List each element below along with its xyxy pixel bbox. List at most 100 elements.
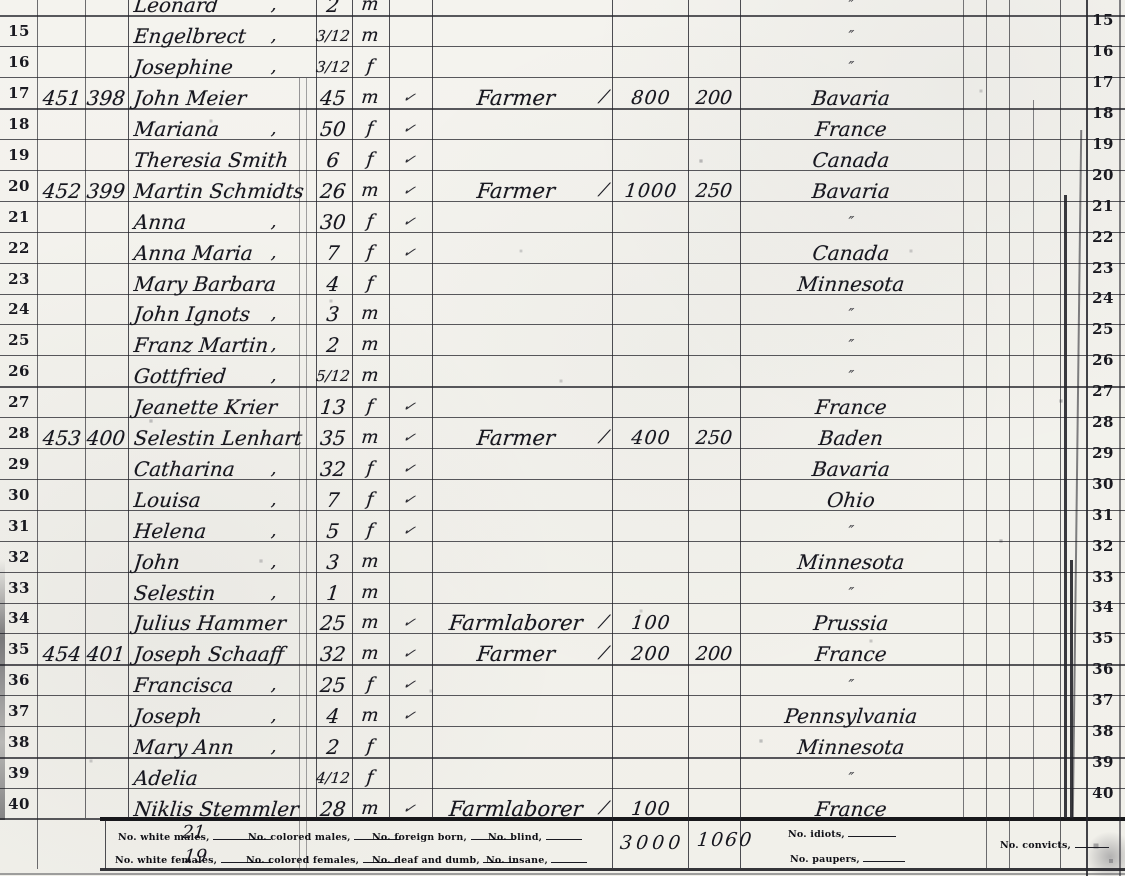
row-number-left: 40 — [8, 794, 30, 813]
ledger-row: 18 18 Mariana, 50 f ✓ France — [0, 104, 1125, 146]
ledger-row: 27 27 Jeanette Krier 13 f ✓ France — [0, 382, 1125, 424]
sex: f — [365, 396, 375, 418]
person-name: Louisa — [132, 487, 203, 512]
real-estate-value: 800 — [630, 87, 672, 110]
family-number: 400 — [85, 426, 127, 450]
dwelling-number: 451 — [41, 86, 83, 111]
white-females-blank — [220, 854, 273, 863]
occupation: Farmlaborer — [448, 611, 584, 636]
ledger-row: 20 20 452 399 Martin Schmidts 26 m ✓ Farmer ⁄ 1000… — [0, 166, 1125, 208]
person-name: John — [132, 549, 182, 574]
row-rule — [0, 664, 1125, 666]
ledger-row: 16 16 Josephine, 3/12 f ″ — [0, 42, 1125, 84]
blind-field: No. blind, — [488, 831, 582, 843]
sex: m — [360, 797, 380, 819]
insane-label: No. insane, — [486, 855, 548, 866]
ledger-row: 24 24 John Ignots, 3 m ″ — [0, 289, 1125, 331]
birthplace: Baden — [817, 426, 885, 450]
name-ditto-mark: , — [270, 303, 279, 325]
name-ditto-mark: , — [270, 736, 279, 757]
column-rule — [1009, 0, 1010, 868]
person-name: Franz Martin — [132, 333, 270, 358]
paupers-field: No. paupers, — [790, 853, 906, 865]
column-rule — [128, 0, 130, 818]
occupation: Farmlaborer — [448, 796, 584, 821]
person-name: Adelia — [132, 765, 200, 790]
white-males-blank — [213, 831, 272, 840]
deaf-dumb-blank — [483, 854, 518, 863]
row-number-right: 31 — [1092, 505, 1114, 524]
column-rule — [306, 78, 307, 869]
column-rule — [1033, 100, 1034, 818]
row-number-left: 39 — [8, 763, 30, 782]
name-ditto-mark: , — [270, 519, 279, 541]
person-name: Anna — [132, 209, 188, 234]
convicts-blank — [1074, 839, 1109, 848]
person-name: Joseph Schaaff — [132, 642, 286, 667]
column-rule — [37, 0, 38, 869]
deaf-dumb-field: No. deaf and dumb, — [372, 854, 518, 866]
age: 3 — [325, 302, 341, 327]
row-rule — [0, 15, 1125, 17]
row-number-left: 22 — [8, 238, 30, 257]
person-name: Niklis Stemmler — [132, 796, 300, 821]
name-ditto-mark: , — [270, 241, 279, 263]
row-rule — [0, 509, 1125, 511]
person-name: Julius Hammer — [132, 611, 288, 636]
colored-females-blank — [362, 854, 397, 863]
birthplace: ″ — [847, 58, 855, 77]
age: 2 — [325, 333, 341, 358]
name-ditto-mark: , — [270, 210, 279, 232]
name-ditto-mark: , — [270, 118, 279, 139]
column-rule — [1070, 560, 1073, 818]
name-ditto-mark: , — [270, 56, 279, 78]
foreign-born-label: No. foreign born, — [372, 832, 468, 843]
birthplace: ″ — [847, 212, 855, 231]
sex: f — [365, 241, 375, 263]
white-females-value: 19 — [182, 846, 209, 867]
insane-blank — [551, 854, 588, 863]
row-number-right: 36 — [1092, 660, 1114, 679]
person-name: Joseph — [132, 704, 204, 729]
row-rule — [0, 540, 1125, 542]
convicts-label: No. convicts, — [1000, 840, 1072, 851]
age: 7 — [325, 487, 341, 512]
person-name: Helena — [132, 518, 208, 543]
sex: f — [365, 674, 375, 696]
ledger-row: 40 40 Niklis Stemmler 28 m ✓ Farmlaborer ⁄ 100 Fr… — [0, 784, 1125, 826]
row-number-left: 38 — [8, 733, 30, 751]
ledger-row: 39 39 Adelia 4/12 f ″ — [0, 753, 1125, 795]
birthplace: Prussia — [812, 611, 890, 636]
row-number-right: 29 — [1092, 443, 1114, 462]
row-number-right: 30 — [1092, 474, 1114, 493]
ledger-row: 19 19 Theresia Smith 6 f ✓ Canada — [0, 135, 1125, 177]
family-number: 401 — [85, 642, 127, 667]
idiots-blank — [848, 828, 897, 837]
row-number-left: 35 — [8, 640, 30, 659]
paupers-label: No. paupers, — [790, 854, 860, 865]
ledger-row: 33 33 Selestin, 1 m ″ — [0, 568, 1125, 610]
birthplace: ″ — [847, 583, 855, 602]
birthplace: ″ — [847, 367, 855, 386]
row-rule — [0, 231, 1125, 233]
row-number-left: 34 — [8, 609, 30, 628]
row-number-left: 18 — [8, 115, 30, 133]
sex: m — [360, 643, 380, 665]
dwelling-number: 454 — [41, 642, 83, 667]
row-rule — [0, 200, 1125, 203]
sex: m — [360, 612, 380, 634]
row-number-left: 27 — [8, 393, 30, 412]
idiots-field: No. idiots, — [788, 828, 897, 840]
row-number-right: 26 — [1092, 351, 1114, 370]
row-rule — [0, 108, 1125, 110]
row-rule — [0, 602, 1125, 604]
column-rule — [688, 0, 690, 868]
birthplace: Pennsylvania — [783, 704, 919, 729]
ledger-row: 34 34 Julius Hammer 25 m ✓ Farmlaborer ⁄ 100 Prus… — [0, 598, 1125, 640]
real-estate-value: 100 — [630, 797, 672, 820]
sex: m — [360, 365, 380, 387]
real-estate-value: 100 — [630, 612, 672, 635]
age: 5 — [325, 518, 341, 543]
age: 1 — [325, 580, 341, 605]
